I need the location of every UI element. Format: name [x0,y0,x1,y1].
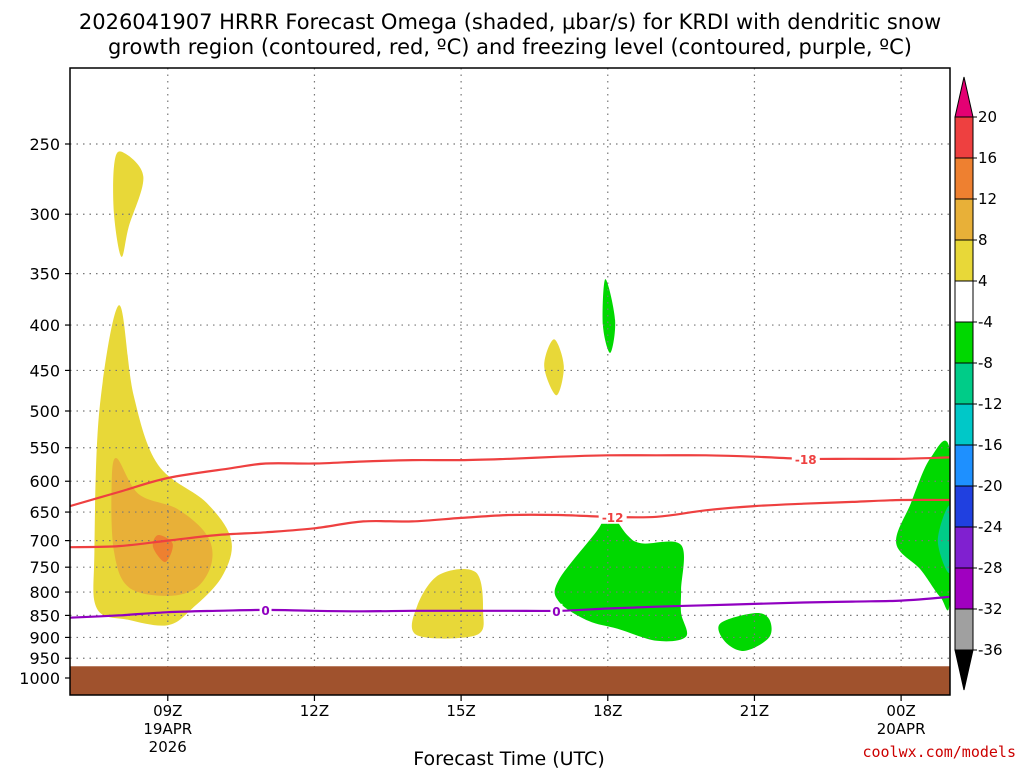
colorbar-label-1: 16 [978,149,997,167]
colorbar-box-3 [954,198,974,241]
ytick-label-750: 750 [29,558,60,577]
colorbar-box-4 [954,239,974,282]
colorbar-label-13: -36 [978,641,1003,659]
colorbar-box-5 [954,280,974,323]
xtick-label-9-2: 2026 [149,738,187,756]
xtick-label-24-1: 20APR [877,720,926,738]
ytick-label-1000: 1000 [19,669,60,688]
grid [70,68,950,695]
colorbar-label-8: -16 [978,436,1003,454]
colorbar-box-13 [954,608,974,651]
colorbar-box-10 [954,485,974,528]
ytick-label-700: 700 [29,532,60,551]
colorbar-box-9 [954,444,974,487]
ytick-label-300: 300 [29,205,60,224]
xtick-label-15-0: 15Z [446,702,475,720]
ytick-label-550: 550 [29,439,60,458]
colorbar-box-8 [954,403,974,446]
chart-title-line-2: growth region (contoured, red, ºC) and f… [108,35,912,59]
contour-line-2 [70,595,950,619]
colorbar: 20 16 12 8 4 -4 -8 -12 -16 -20 -24 -28 -32 -36 [954,76,1003,691]
xtick-label-18-0: 18Z [593,702,622,720]
xtick-label-9-1: 19APR [143,720,192,738]
ytick-label-800: 800 [29,583,60,602]
colorbar-box-1 [954,116,974,159]
ytick-label-950: 950 [29,649,60,668]
plot-frame [69,67,951,696]
colorbar-box-11 [954,526,974,569]
omega-shading [93,151,950,651]
credit-text: coolwx.com/models [862,743,1016,761]
xtick-label-12-0: 12Z [300,702,329,720]
colorbar-box-6 [954,321,974,364]
colorbar-box-7 [954,362,974,405]
contour-line-1 [70,498,950,549]
contour-label-bg-2 [259,602,272,617]
contour-label-bg-1 [598,509,627,524]
ytick-label-600: 600 [29,472,60,491]
colorbar-box-12 [954,567,974,610]
colorbar-extend-low [954,649,974,691]
y-axis-ticks: 250 300 350 400 450 500 550 600 650 700 750 800 850 9… [19,135,70,688]
contour-label-0: -18 [795,453,817,467]
ground-surface [70,666,950,695]
chart-title-line-1: 2026041907 HRRR Forecast Omega (shaded, … [79,10,941,34]
omega-region-5 [544,339,564,396]
contour-label-2: 0 [261,604,269,618]
x-axis-label: Forecast Time (UTC) [413,748,604,768]
ytick-label-400: 400 [29,316,60,335]
ytick-label-850: 850 [29,606,60,625]
omega-region-10 [937,505,950,574]
colorbar-extend-high [954,76,974,118]
ytick-label-900: 900 [29,628,60,647]
contour-label-3: 0 [552,605,560,619]
omega-region-7 [554,510,688,642]
xtick-label-21-0: 21Z [740,702,769,720]
colorbar-label-5: -4 [978,313,993,331]
omega-region-9 [896,440,950,611]
colorbar-label-7: -12 [978,395,1003,413]
omega-region-0 [113,151,144,257]
ytick-label-250: 250 [29,135,60,154]
omega-region-6 [602,279,616,353]
colorbar-label-11: -28 [978,559,1003,577]
colorbar-box-2 [954,157,974,200]
omega-region-4 [411,568,484,639]
ytick-label-500: 500 [29,402,60,421]
colorbar-label-9: -20 [978,477,1003,495]
colorbar-label-6: -8 [978,354,993,372]
contour-label-bg-3 [550,603,563,618]
colorbar-label-3: 8 [978,231,988,249]
colorbar-label-0: 20 [978,108,997,126]
colorbar-label-12: -32 [978,600,1003,618]
omega-region-2 [111,458,213,596]
contours: -18 -12 0 0 [70,451,950,619]
xtick-label-9-0: 09Z [153,702,182,720]
ytick-label-350: 350 [29,265,60,284]
ytick-label-650: 650 [29,503,60,522]
ytick-label-450: 450 [29,361,60,380]
contour-label-bg-0 [791,451,820,466]
xtick-label-24-0: 00Z [886,702,915,720]
omega-region-8 [718,612,772,651]
colorbar-label-10: -24 [978,518,1003,536]
colorbar-label-2: 12 [978,190,997,208]
colorbar-label-4: 4 [978,272,988,290]
contour-label-1: -12 [602,511,624,525]
